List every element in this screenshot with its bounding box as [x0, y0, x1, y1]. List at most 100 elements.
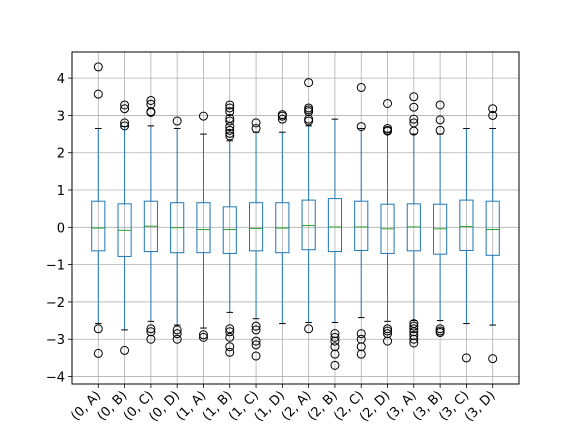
outlier-point — [225, 327, 235, 337]
outlier-point — [225, 116, 235, 126]
outlier-point — [251, 321, 261, 331]
outlier-point — [172, 325, 182, 335]
box-15 — [485, 104, 500, 364]
y-tick-label: 1 — [57, 184, 65, 199]
outlier-point — [120, 121, 130, 131]
outlier-point — [409, 334, 419, 344]
outlier-point — [304, 324, 314, 334]
y-tick-label: 3 — [57, 109, 65, 124]
outlier-point — [172, 334, 182, 344]
outlier-point — [120, 345, 130, 355]
outlier-point — [146, 327, 156, 337]
iqr-box — [485, 200, 500, 256]
y-tick-label: 2 — [57, 147, 65, 162]
box-9 — [327, 118, 343, 370]
outlier-point — [172, 116, 182, 126]
outlier-point — [409, 92, 419, 102]
outlier-point — [409, 102, 419, 112]
outlier-point — [330, 349, 340, 359]
iqr-box — [327, 198, 343, 253]
box-8 — [301, 78, 316, 334]
outlier-point — [461, 353, 471, 363]
outlier-point — [225, 347, 235, 357]
outlier-point — [409, 126, 419, 136]
iqr-box — [459, 199, 474, 251]
outlier-point — [251, 118, 261, 128]
outlier-point — [356, 342, 366, 352]
outlier-point — [120, 118, 130, 128]
outlier-point — [146, 95, 156, 105]
outlier-point — [435, 115, 445, 125]
outlier-point — [409, 114, 419, 124]
outlier-point — [330, 332, 340, 342]
outlier-point — [251, 123, 261, 133]
outlier-point — [93, 62, 103, 72]
outlier-point — [409, 338, 419, 348]
outlier-point — [356, 349, 366, 359]
box-14 — [459, 127, 474, 363]
y-tick-label: 0 — [57, 221, 65, 236]
outlier-point — [435, 100, 445, 110]
outlier-point — [225, 342, 235, 352]
outlier-point — [304, 116, 314, 126]
box-5 — [222, 100, 237, 357]
outlier-point — [330, 329, 340, 339]
outlier-point — [383, 126, 393, 136]
y-tick-label: −2 — [46, 296, 65, 311]
box-12 — [406, 92, 421, 348]
plot-area-background — [72, 52, 519, 384]
outlier-point — [330, 342, 340, 352]
box-2 — [143, 95, 158, 344]
y-tick-label: 4 — [57, 72, 65, 87]
outlier-point — [225, 103, 235, 113]
y-tick-label: −1 — [46, 259, 65, 274]
outlier-point — [198, 111, 208, 121]
outlier-point — [383, 329, 393, 339]
outlier-point — [435, 328, 445, 338]
outlier-point — [225, 107, 235, 117]
outlier-point — [409, 331, 419, 341]
outlier-point — [146, 334, 156, 344]
outlier-point — [93, 89, 103, 99]
plot-area-frame — [71, 51, 520, 385]
outlier-point — [225, 324, 235, 334]
outlier-point — [383, 336, 393, 346]
outlier-point — [383, 98, 393, 108]
outlier-point — [409, 327, 419, 337]
outlier-point — [356, 122, 366, 132]
outlier-point — [277, 114, 287, 124]
outlier-point — [251, 351, 261, 361]
outlier-point — [225, 128, 235, 138]
y-tick-label: −3 — [46, 333, 65, 348]
outlier-point — [304, 107, 314, 117]
outlier-point — [383, 324, 393, 334]
outlier-point — [251, 336, 261, 346]
outlier-point — [225, 100, 235, 110]
box-layer — [91, 62, 500, 370]
outlier-point — [225, 122, 235, 132]
outlier-point — [330, 360, 340, 370]
outlier-point — [225, 125, 235, 135]
outlier-point — [435, 324, 445, 334]
iqr-box — [222, 206, 237, 254]
iqr-box — [301, 199, 316, 251]
outlier-point — [277, 111, 287, 121]
box-10 — [354, 82, 369, 359]
outlier-point — [120, 104, 130, 114]
outlier-point — [251, 325, 261, 335]
box-0 — [91, 62, 106, 358]
outlier-point — [409, 321, 419, 331]
outlier-point — [93, 348, 103, 358]
outlier-point — [225, 332, 235, 342]
outlier-point — [356, 82, 366, 92]
outlier-point — [198, 332, 208, 342]
iqr-box — [91, 200, 106, 252]
outlier-point — [304, 78, 314, 88]
outlier-point — [356, 334, 366, 344]
box-7 — [275, 110, 290, 325]
box-11 — [380, 98, 395, 346]
outlier-point — [488, 110, 498, 120]
outlier-point — [383, 326, 393, 336]
outlier-point — [225, 131, 235, 141]
